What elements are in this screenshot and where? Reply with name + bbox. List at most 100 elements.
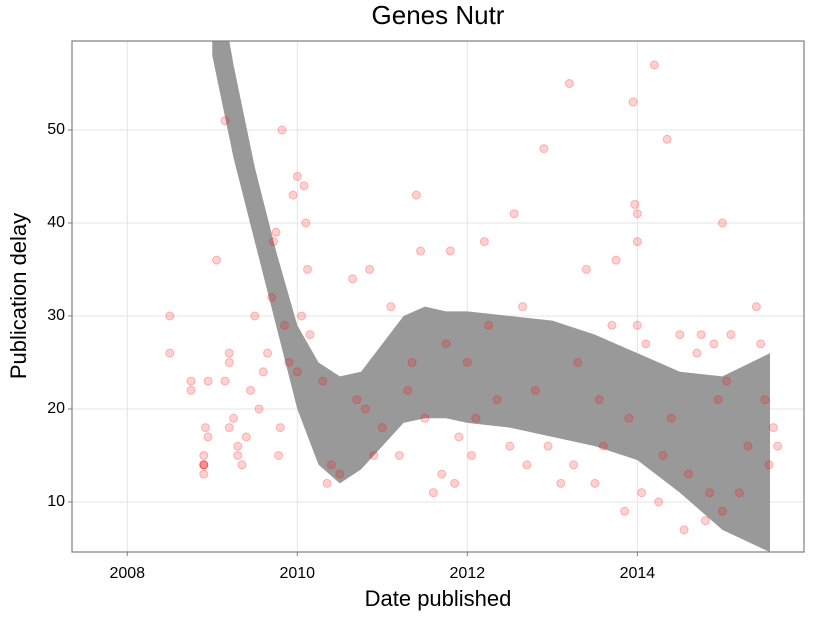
point	[700, 516, 710, 526]
point	[479, 237, 489, 247]
point	[637, 488, 647, 498]
point	[326, 460, 336, 470]
point	[573, 357, 583, 367]
point	[277, 125, 287, 135]
point	[220, 376, 230, 386]
point	[484, 320, 494, 330]
point	[302, 264, 312, 274]
point	[199, 460, 209, 470]
point	[624, 413, 634, 423]
point	[556, 478, 566, 488]
point	[630, 199, 640, 209]
point	[386, 302, 396, 312]
point	[445, 246, 455, 256]
point	[492, 395, 502, 405]
point	[675, 330, 685, 340]
point	[299, 181, 309, 191]
point	[717, 218, 727, 228]
point	[360, 404, 370, 414]
point	[658, 450, 668, 460]
point	[268, 237, 278, 247]
x-tick-label: 2012	[450, 565, 486, 582]
point	[369, 450, 379, 460]
point	[428, 488, 438, 498]
point	[441, 339, 451, 349]
point	[509, 209, 519, 219]
point	[709, 339, 719, 349]
point	[403, 385, 413, 395]
y-tick-label: 30	[47, 307, 65, 324]
point	[292, 367, 302, 377]
y-tick-label: 10	[47, 493, 65, 510]
point	[420, 413, 430, 423]
point	[632, 237, 642, 247]
point	[258, 367, 268, 377]
point	[518, 302, 528, 312]
point	[760, 395, 770, 405]
point	[284, 357, 294, 367]
point	[543, 441, 553, 451]
point	[203, 432, 213, 442]
x-tick-label: 2008	[109, 565, 145, 582]
point	[641, 339, 651, 349]
point	[539, 144, 549, 154]
point	[632, 320, 642, 330]
point	[696, 330, 706, 340]
point	[241, 432, 251, 442]
point	[450, 478, 460, 488]
point	[165, 311, 175, 321]
point	[203, 376, 213, 386]
point	[335, 469, 345, 479]
point	[297, 311, 307, 321]
y-tick-label: 40	[47, 214, 65, 231]
point	[462, 357, 472, 367]
point	[683, 469, 693, 479]
point	[756, 339, 766, 349]
point	[186, 376, 196, 386]
point	[679, 525, 689, 535]
y-axis-title: Publication delay	[6, 213, 31, 379]
point	[717, 506, 727, 516]
point	[437, 469, 447, 479]
point	[607, 320, 617, 330]
point	[348, 274, 358, 284]
point	[305, 330, 315, 340]
point	[662, 134, 672, 144]
y-tick-label: 20	[47, 400, 65, 417]
point	[407, 357, 417, 367]
point	[229, 413, 239, 423]
point	[394, 450, 404, 460]
point	[186, 385, 196, 395]
chart-title: Genes Nutr	[372, 0, 505, 30]
point	[292, 171, 302, 181]
point	[628, 97, 638, 107]
point	[416, 246, 426, 256]
point	[768, 423, 778, 433]
point	[301, 218, 311, 228]
point	[263, 348, 273, 358]
point	[365, 264, 375, 274]
x-tick-label: 2014	[620, 565, 656, 582]
point	[224, 423, 234, 433]
point	[692, 348, 702, 358]
point	[654, 497, 664, 507]
axes: 10 20 30 40 50 2008 2010 2012 2014	[47, 121, 655, 582]
point	[564, 78, 574, 88]
point	[233, 450, 243, 460]
point	[590, 478, 600, 488]
point	[598, 441, 608, 451]
point	[224, 357, 234, 367]
point	[522, 460, 532, 470]
point	[722, 376, 732, 386]
y-tick-label: 50	[47, 121, 65, 138]
point	[352, 395, 362, 405]
point	[199, 450, 209, 460]
point	[322, 478, 332, 488]
point	[649, 60, 659, 70]
point	[569, 460, 579, 470]
confidence-band	[212, 41, 770, 552]
point	[620, 506, 630, 516]
point	[764, 460, 774, 470]
